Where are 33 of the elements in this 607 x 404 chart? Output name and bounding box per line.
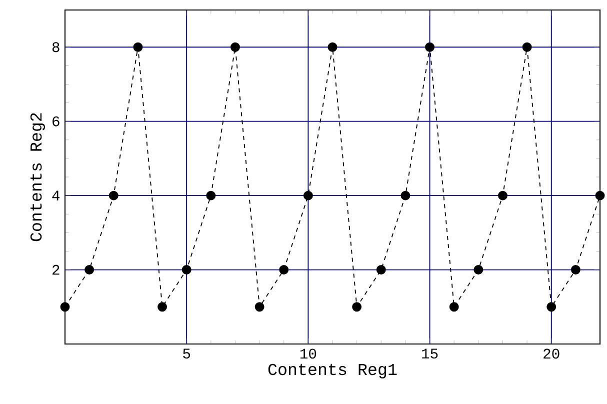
point: [206, 190, 216, 200]
point: [449, 302, 459, 312]
x-tick-label: 20: [544, 348, 560, 359]
x-tick-label: 15: [422, 348, 438, 359]
point: [328, 42, 338, 52]
y-axis-title: Contents Reg2: [30, 113, 45, 242]
y-tick-label: 4: [52, 190, 60, 200]
x-tick-label: 10: [300, 348, 316, 359]
x-tick-label: 5: [183, 348, 190, 359]
point: [133, 42, 143, 52]
point: [546, 302, 556, 312]
point: [279, 265, 289, 275]
point: [303, 190, 313, 200]
point: [376, 265, 386, 275]
point: [352, 302, 362, 312]
point: [400, 190, 410, 200]
point: [570, 265, 580, 275]
point: [158, 302, 168, 312]
point: [60, 302, 70, 312]
point: [595, 190, 605, 200]
point: [84, 265, 94, 275]
y-tick-label: 8: [52, 42, 60, 52]
x-axis-title: Contents Reg1: [268, 364, 397, 378]
y-tick-label: 2: [52, 264, 60, 275]
point: [230, 42, 240, 52]
point: [108, 190, 118, 200]
point: [425, 42, 435, 52]
y-tick-label: 6: [52, 116, 60, 126]
point: [474, 265, 484, 275]
point: [254, 302, 264, 312]
point: [182, 265, 192, 275]
point: [498, 190, 508, 200]
point: [522, 42, 532, 52]
